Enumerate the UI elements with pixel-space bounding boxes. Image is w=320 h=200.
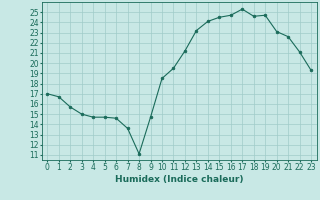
- X-axis label: Humidex (Indice chaleur): Humidex (Indice chaleur): [115, 175, 244, 184]
